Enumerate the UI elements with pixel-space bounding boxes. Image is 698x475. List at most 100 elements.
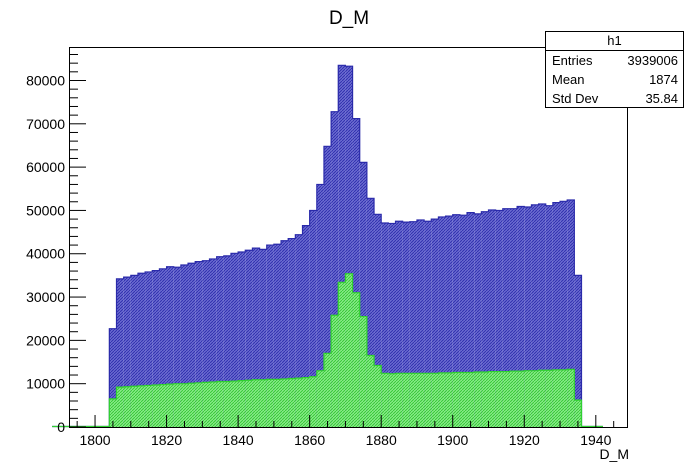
histogram-bar bbox=[560, 201, 568, 427]
stats-value: 1874 bbox=[649, 72, 678, 87]
histogram-bar bbox=[288, 238, 296, 427]
histogram-bar bbox=[273, 244, 282, 427]
histogram-bar bbox=[188, 383, 196, 427]
histogram-bar bbox=[467, 372, 475, 427]
histogram-bar bbox=[195, 382, 203, 427]
histogram-bar bbox=[366, 198, 375, 427]
histogram-bar bbox=[409, 221, 417, 427]
histogram-bar bbox=[238, 380, 246, 427]
histogram-bar bbox=[359, 162, 367, 427]
histogram-bar bbox=[173, 383, 181, 427]
histogram-bar bbox=[159, 384, 167, 427]
histogram-bar bbox=[223, 381, 231, 427]
histogram-bar bbox=[481, 211, 489, 427]
stats-row-mean: Mean 1874 bbox=[546, 70, 683, 89]
x-tick-label: 1820 bbox=[151, 432, 182, 448]
histogram-bar bbox=[180, 265, 189, 427]
histogram-bar bbox=[130, 275, 138, 427]
histogram-bar bbox=[445, 216, 453, 427]
histogram-bar bbox=[552, 369, 561, 427]
histogram-bar bbox=[431, 373, 439, 427]
histogram-bar bbox=[230, 381, 239, 427]
stats-label: Mean bbox=[552, 72, 585, 87]
histogram-bar bbox=[109, 398, 117, 427]
histogram-bar bbox=[502, 208, 510, 427]
histogram-bar bbox=[388, 373, 396, 427]
stats-value: 35.84 bbox=[645, 91, 678, 106]
histogram-bar bbox=[545, 370, 553, 427]
histogram-outline bbox=[52, 273, 603, 428]
histogram-bar bbox=[295, 378, 303, 427]
histogram-bar bbox=[531, 204, 539, 427]
histogram-bar bbox=[452, 372, 460, 427]
histogram-bar bbox=[474, 371, 482, 427]
histogram-bar bbox=[467, 212, 475, 427]
histogram-bar bbox=[137, 385, 146, 427]
y-tick-label: 40000 bbox=[26, 246, 65, 262]
histogram-bar bbox=[495, 210, 503, 427]
histogram-bar bbox=[309, 376, 317, 427]
histogram-bar bbox=[180, 383, 189, 427]
histogram-bar bbox=[359, 316, 367, 427]
histogram-bar bbox=[509, 371, 518, 427]
histogram-bar bbox=[323, 146, 332, 427]
chart-title: D_M bbox=[329, 8, 369, 29]
y-tick-label: 0 bbox=[57, 419, 65, 435]
histogram-bar bbox=[116, 278, 124, 427]
histogram-bar bbox=[166, 384, 174, 427]
histogram-bar bbox=[459, 215, 468, 427]
histogram-bar bbox=[517, 371, 525, 427]
histogram-bar bbox=[109, 328, 117, 427]
x-tick-label: 1860 bbox=[294, 432, 325, 448]
histogram-bar bbox=[316, 370, 324, 427]
histogram-bar bbox=[245, 250, 253, 427]
histogram-bar bbox=[159, 268, 167, 427]
histogram-bar bbox=[216, 381, 224, 427]
histogram-bar bbox=[309, 210, 317, 427]
histogram-bar bbox=[323, 353, 332, 427]
histogram-bar bbox=[230, 253, 239, 427]
stats-row-entries: Entries 3939006 bbox=[546, 51, 683, 70]
histogram-outline bbox=[52, 64, 603, 428]
x-tick-label: 1800 bbox=[79, 432, 110, 448]
histogram-bar bbox=[402, 373, 410, 427]
histogram-bar bbox=[574, 275, 582, 427]
histogram-bar bbox=[338, 65, 346, 427]
histogram-bar bbox=[281, 240, 289, 427]
histogram-bar bbox=[395, 221, 403, 427]
histogram-bar bbox=[366, 355, 375, 427]
y-tick-label: 80000 bbox=[26, 72, 65, 88]
histogram-bar bbox=[502, 371, 510, 427]
y-tick-label: 30000 bbox=[26, 289, 65, 305]
histogram-bar bbox=[259, 249, 267, 427]
histogram-bar bbox=[538, 370, 546, 427]
histogram-bar bbox=[137, 273, 146, 427]
histogram-bar bbox=[302, 225, 310, 427]
histogram-bar bbox=[152, 384, 160, 427]
plot-frame bbox=[69, 47, 628, 428]
histogram-bar bbox=[352, 118, 360, 427]
histogram-bar bbox=[331, 315, 339, 427]
histogram-bar bbox=[145, 385, 153, 427]
histogram-bar bbox=[273, 379, 282, 427]
y-tick-label: 60000 bbox=[26, 159, 65, 175]
histogram-bar bbox=[545, 205, 553, 427]
histogram-bar bbox=[424, 373, 432, 427]
histogram-bar bbox=[517, 206, 525, 427]
histogram-bar bbox=[209, 258, 217, 427]
histogram-bar bbox=[381, 222, 389, 427]
histogram-bar bbox=[281, 378, 289, 427]
histogram-bar bbox=[252, 248, 260, 427]
histogram-bar bbox=[395, 373, 403, 427]
histogram-bar bbox=[223, 255, 231, 427]
histogram-bar bbox=[388, 223, 396, 427]
histogram-bar bbox=[459, 372, 468, 427]
histogram-bar bbox=[123, 386, 131, 427]
y-tick-label: 70000 bbox=[26, 116, 65, 132]
histogram-bar bbox=[509, 208, 518, 427]
x-tick-label: 1940 bbox=[580, 432, 611, 448]
histogram-bar bbox=[488, 371, 496, 427]
histogram-bar bbox=[130, 386, 138, 427]
stats-value: 3939006 bbox=[627, 53, 678, 68]
